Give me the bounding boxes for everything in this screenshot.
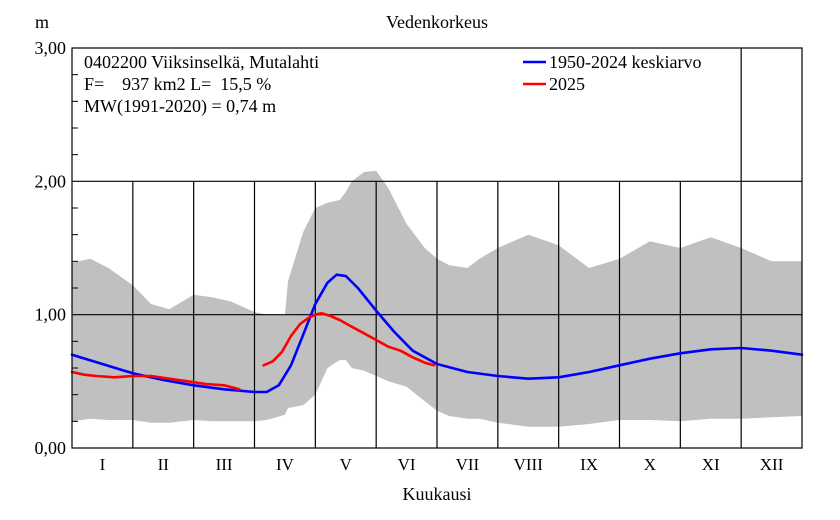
month-label-7: VII <box>456 455 480 474</box>
station-info-box: 0402200 Viiksinselkä, Mutalahti F= 937 k… <box>84 52 319 117</box>
legend: 1950-2024 keskiarvo 2025 <box>523 52 701 94</box>
grid-lines <box>72 48 802 448</box>
chart-title: Vedenkorkeus <box>386 12 488 32</box>
month-label-5: V <box>340 455 353 474</box>
x-axis-month-labels: I II III IV V VI VII VIII IX X XI XII <box>100 455 784 474</box>
legend-label-2025: 2025 <box>549 74 585 94</box>
month-label-12: XII <box>760 455 784 474</box>
y-unit-label: m <box>35 12 49 32</box>
y-tick-label: 0,00 <box>35 438 67 458</box>
month-label-3: III <box>216 455 233 474</box>
y-axis-ticks: 0,00 1,00 2,00 3,00 <box>35 38 78 458</box>
series-line-0 <box>70 273 804 394</box>
month-label-6: VI <box>398 455 416 474</box>
series-lines <box>70 273 804 394</box>
y-tick-label: 1,00 <box>35 305 67 325</box>
legend-label-mean: 1950-2024 keskiarvo <box>549 52 701 72</box>
month-label-1: I <box>100 455 106 474</box>
plot-frame <box>71 47 803 449</box>
info-line-station: 0402200 Viiksinselkä, Mutalahti <box>84 52 319 72</box>
month-label-8: VIII <box>514 455 544 474</box>
x-axis-title: Kuukausi <box>403 484 472 504</box>
y-tick-label: 3,00 <box>35 38 67 58</box>
info-line-mw: MW(1991-2020) = 0,74 m <box>84 96 276 117</box>
info-line-area: F= 937 km2 L= 15,5 % <box>84 74 271 94</box>
month-label-4: IV <box>276 455 295 474</box>
month-label-2: II <box>158 455 170 474</box>
y-tick-label: 2,00 <box>35 171 67 191</box>
month-label-9: IX <box>580 455 598 474</box>
series-line-1 <box>70 312 436 391</box>
month-label-11: XI <box>702 455 720 474</box>
month-label-10: X <box>644 455 656 474</box>
